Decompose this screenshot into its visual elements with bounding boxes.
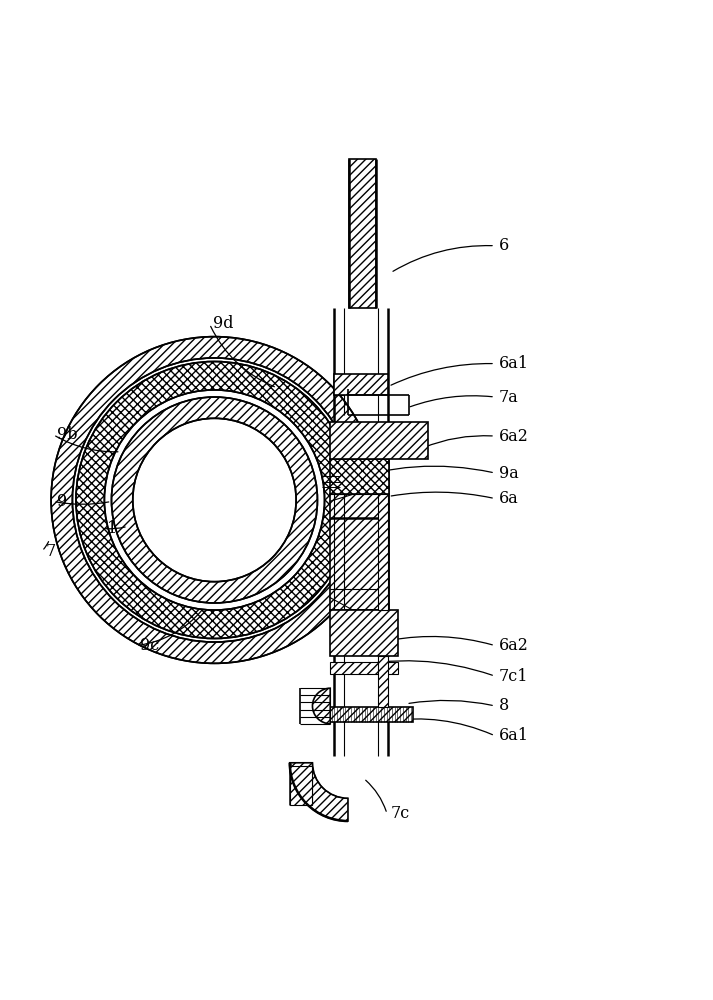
Bar <box>334 374 388 395</box>
Text: 7a: 7a <box>498 389 518 406</box>
Bar <box>334 494 344 610</box>
Bar <box>334 423 344 457</box>
Text: 9c: 9c <box>140 637 159 654</box>
Wedge shape <box>76 362 353 638</box>
Text: 9d: 9d <box>213 315 234 332</box>
Text: 6a: 6a <box>498 490 518 507</box>
Text: 7: 7 <box>46 543 56 560</box>
Text: 6a2: 6a2 <box>498 637 528 654</box>
Bar <box>329 707 414 722</box>
Bar <box>329 459 389 494</box>
Bar <box>329 494 378 518</box>
Text: 6: 6 <box>498 237 509 254</box>
Text: 6a1: 6a1 <box>498 727 528 744</box>
Text: 9: 9 <box>57 493 67 510</box>
Text: 8: 8 <box>498 697 509 714</box>
Wedge shape <box>51 337 378 663</box>
Text: 6a2: 6a2 <box>498 428 528 445</box>
Text: 7c1: 7c1 <box>498 668 528 685</box>
Wedge shape <box>312 688 330 724</box>
Bar <box>329 662 398 674</box>
Bar <box>378 494 388 610</box>
Wedge shape <box>289 763 348 821</box>
Wedge shape <box>111 397 317 603</box>
Text: 7c: 7c <box>391 805 410 822</box>
Bar <box>329 422 428 459</box>
Bar <box>334 374 344 395</box>
Text: 1: 1 <box>106 520 117 537</box>
Text: 6a1: 6a1 <box>498 355 528 372</box>
Bar <box>349 159 376 308</box>
Bar <box>329 589 378 610</box>
Bar <box>329 610 398 656</box>
Text: 9a: 9a <box>498 465 518 482</box>
Text: 9b: 9b <box>57 426 77 443</box>
Bar <box>289 766 312 805</box>
Bar <box>329 494 389 610</box>
Bar <box>378 656 388 707</box>
